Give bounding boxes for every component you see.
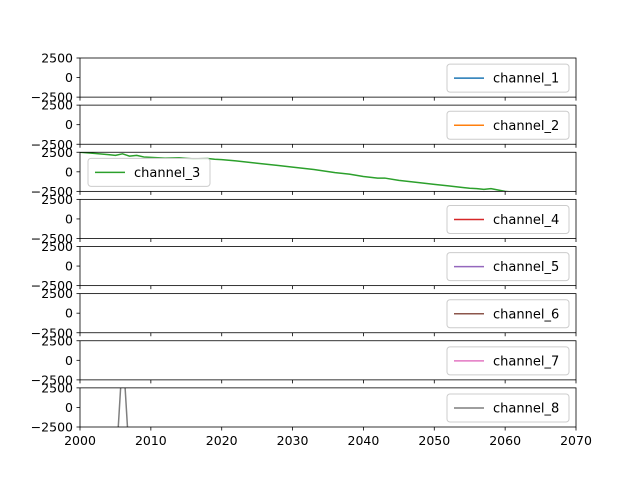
y-tick-label: 2500 (41, 239, 73, 254)
subplot-channel_5: −2500 0 2500 channel_5 (31, 239, 577, 293)
x-tick-label: 2060 (489, 433, 521, 448)
y-tick-label: −2500 (31, 137, 73, 152)
x-tick-label: 2030 (277, 433, 309, 448)
subplot-channel_2: −2500 0 2500 channel_2 (31, 98, 577, 152)
subplot-channel_3: −2500 0 2500 channel_3 (31, 145, 577, 199)
y-tick-label: −2500 (31, 90, 73, 105)
y-tick-label: −2500 (31, 184, 73, 199)
x-tick-label: 2040 (348, 433, 380, 448)
subplot-channel_6: −2500 0 2500 channel_6 (31, 286, 577, 340)
legend-box (446, 110, 570, 140)
y-tick-label: 0 (65, 70, 73, 85)
y-tick-label: −2500 (31, 231, 73, 246)
y-tick-label: 0 (65, 259, 73, 274)
y-tick-label: 2500 (41, 98, 73, 113)
legend-label: channel_1 (493, 72, 559, 87)
legend-label: channel_2 (493, 119, 559, 134)
y-tick-label: 0 (65, 164, 73, 179)
y-tick-label: 0 (65, 400, 73, 415)
y-tick-label: 0 (65, 211, 73, 226)
y-tick-label: 0 (65, 117, 73, 132)
legend-label: channel_6 (493, 307, 559, 322)
y-tick-label: 0 (65, 306, 73, 321)
x-tick-label: 2000 (64, 433, 96, 448)
legend-box (446, 299, 570, 329)
legend-box (446, 205, 570, 234)
legend-label: channel_7 (493, 354, 559, 369)
y-tick-label: 2500 (41, 380, 73, 395)
legend-box (446, 346, 570, 376)
legend-label: channel_3 (134, 166, 200, 181)
y-tick-label: −2500 (31, 372, 73, 387)
series-line-channel_8 (117, 387, 129, 427)
y-tick-label: 2500 (41, 51, 73, 66)
legend-box (446, 393, 570, 423)
y-tick-label: −2500 (31, 325, 73, 340)
y-tick-label: 2500 (41, 145, 73, 160)
subplot-channel_4: −2500 0 2500 channel_4 (31, 192, 577, 246)
legend-box (87, 157, 211, 187)
subplot-channel_7: −2500 0 2500 channel_7 (31, 333, 577, 387)
legend-box (446, 63, 570, 93)
legend-channel_3: channel_3 (87, 157, 211, 187)
x-tick-label: 2050 (418, 433, 450, 448)
legend-channel_4: channel_4 (446, 205, 570, 234)
legend-label: channel_4 (493, 213, 559, 228)
legend-channel_2: channel_2 (446, 110, 570, 140)
y-tick-label: 2500 (41, 192, 73, 207)
legend-box (446, 252, 570, 282)
subplot-channel_1: −2500 0 2500 channel_1 (31, 51, 577, 105)
legend-channel_1: channel_1 (446, 63, 570, 93)
y-tick-label: 0 (65, 353, 73, 368)
x-tick-label: 2020 (206, 433, 238, 448)
legend-channel_8: channel_8 (446, 393, 570, 423)
x-tick-label: 2010 (135, 433, 167, 448)
x-tick-label: 2070 (560, 433, 592, 448)
legend-channel_5: channel_5 (446, 252, 570, 282)
legend-label: channel_5 (493, 260, 559, 275)
legend-channel_6: channel_6 (446, 299, 570, 329)
legend-channel_7: channel_7 (446, 346, 570, 376)
y-tick-label: 2500 (41, 333, 73, 348)
y-tick-label: −2500 (31, 420, 73, 435)
legend-label: channel_8 (493, 402, 559, 417)
subplot-channel_8: −2500 0 2500 channel_8 (31, 380, 577, 435)
y-tick-label: 2500 (41, 286, 73, 301)
y-tick-label: −2500 (31, 278, 73, 293)
series-line-channel_3 (80, 152, 515, 192)
